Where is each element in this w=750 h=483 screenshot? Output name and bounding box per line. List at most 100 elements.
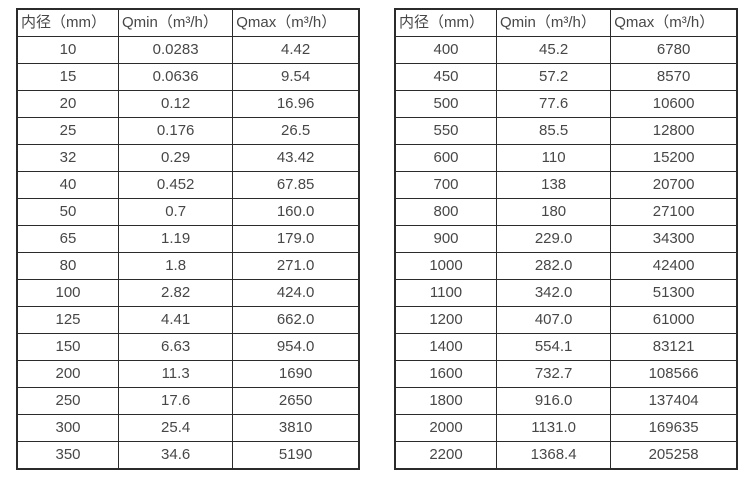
table-cell: 6.63 bbox=[118, 333, 234, 361]
table-row: 32 0.29 43.42 bbox=[16, 144, 360, 172]
table-cell: 1400 bbox=[394, 333, 498, 361]
table-cell: 32 bbox=[16, 144, 120, 172]
table-cell: 169635 bbox=[610, 414, 738, 442]
column-header: Qmin（m³/h） bbox=[496, 8, 612, 37]
table-cell: 45.2 bbox=[496, 36, 612, 64]
table-cell: 350 bbox=[16, 441, 120, 470]
table-cell: 110 bbox=[496, 144, 612, 172]
flow-table-small-diameters: 内径（mm） Qmin（m³/h） Qmax（m³/h） 10 0.0283 4.42 15… bbox=[16, 8, 360, 470]
header-row: 内径（mm） Qmin（m³/h） Qmax（m³/h） bbox=[394, 8, 738, 37]
table-cell: 85.5 bbox=[496, 117, 612, 145]
table-cell: 250 bbox=[16, 387, 120, 415]
table-cell: 1600 bbox=[394, 360, 498, 388]
table-cell: 15200 bbox=[610, 144, 738, 172]
table-cell: 108566 bbox=[610, 360, 738, 388]
table-cell: 27100 bbox=[610, 198, 738, 226]
table-row: 2200 1368.4 205258 bbox=[394, 441, 738, 470]
table-cell: 50 bbox=[16, 198, 120, 226]
table-cell: 83121 bbox=[610, 333, 738, 361]
table-cell: 10600 bbox=[610, 90, 738, 118]
table-cell: 11.3 bbox=[118, 360, 234, 388]
table-row: 20 0.12 16.96 bbox=[16, 90, 360, 118]
table-row: 150 6.63 954.0 bbox=[16, 333, 360, 361]
table-row: 65 1.19 179.0 bbox=[16, 225, 360, 253]
table-row: 1600 732.7 108566 bbox=[394, 360, 738, 388]
column-header: Qmin（m³/h） bbox=[118, 8, 234, 37]
table-cell: 400 bbox=[394, 36, 498, 64]
table-cell: 80 bbox=[16, 252, 120, 280]
table-cell: 10 bbox=[16, 36, 120, 64]
table-row: 50 0.7 160.0 bbox=[16, 198, 360, 226]
table-cell: 15 bbox=[16, 63, 120, 91]
table-cell: 12800 bbox=[610, 117, 738, 145]
table-row: 1800 916.0 137404 bbox=[394, 387, 738, 415]
table-cell: 61000 bbox=[610, 306, 738, 334]
table-cell: 0.29 bbox=[118, 144, 234, 172]
table-cell: 2.82 bbox=[118, 279, 234, 307]
table-cell: 732.7 bbox=[496, 360, 612, 388]
table-row: 1100 342.0 51300 bbox=[394, 279, 738, 307]
table-row: 500 77.6 10600 bbox=[394, 90, 738, 118]
table-cell: 700 bbox=[394, 171, 498, 199]
table-cell: 26.5 bbox=[232, 117, 360, 145]
table-cell: 20 bbox=[16, 90, 120, 118]
table-cell: 600 bbox=[394, 144, 498, 172]
table-cell: 5190 bbox=[232, 441, 360, 470]
flow-rate-tables: 内径（mm） Qmin（m³/h） Qmax（m³/h） 10 0.0283 4.42 15… bbox=[16, 8, 750, 470]
table-cell: 40 bbox=[16, 171, 120, 199]
table-cell: 125 bbox=[16, 306, 120, 334]
table-cell: 179.0 bbox=[232, 225, 360, 253]
table-row: 40 0.452 67.85 bbox=[16, 171, 360, 199]
table-cell: 42400 bbox=[610, 252, 738, 280]
header-row: 内径（mm） Qmin（m³/h） Qmax（m³/h） bbox=[16, 8, 360, 37]
table-cell: 1131.0 bbox=[496, 414, 612, 442]
table-cell: 205258 bbox=[610, 441, 738, 470]
table-cell: 67.85 bbox=[232, 171, 360, 199]
table-cell: 554.1 bbox=[496, 333, 612, 361]
table-cell: 57.2 bbox=[496, 63, 612, 91]
table-cell: 1.8 bbox=[118, 252, 234, 280]
table-cell: 550 bbox=[394, 117, 498, 145]
table-cell: 8570 bbox=[610, 63, 738, 91]
table-row: 80 1.8 271.0 bbox=[16, 252, 360, 280]
table-cell: 16.96 bbox=[232, 90, 360, 118]
table-row: 125 4.41 662.0 bbox=[16, 306, 360, 334]
table-cell: 150 bbox=[16, 333, 120, 361]
table-cell: 160.0 bbox=[232, 198, 360, 226]
table-cell: 0.12 bbox=[118, 90, 234, 118]
table-row: 1400 554.1 83121 bbox=[394, 333, 738, 361]
table-cell: 1.19 bbox=[118, 225, 234, 253]
table-cell: 342.0 bbox=[496, 279, 612, 307]
table-cell: 0.176 bbox=[118, 117, 234, 145]
table-cell: 43.42 bbox=[232, 144, 360, 172]
table-cell: 662.0 bbox=[232, 306, 360, 334]
table-row: 400 45.2 6780 bbox=[394, 36, 738, 64]
table-cell: 100 bbox=[16, 279, 120, 307]
table-cell: 0.0283 bbox=[118, 36, 234, 64]
table-row: 550 85.5 12800 bbox=[394, 117, 738, 145]
table-cell: 34300 bbox=[610, 225, 738, 253]
table-row: 250 17.6 2650 bbox=[16, 387, 360, 415]
table-cell: 300 bbox=[16, 414, 120, 442]
table-cell: 138 bbox=[496, 171, 612, 199]
table-cell: 1800 bbox=[394, 387, 498, 415]
table-cell: 77.6 bbox=[496, 90, 612, 118]
table-row: 2000 1131.0 169635 bbox=[394, 414, 738, 442]
table-cell: 20700 bbox=[610, 171, 738, 199]
table-row: 800 180 27100 bbox=[394, 198, 738, 226]
table-cell: 9.54 bbox=[232, 63, 360, 91]
table-row: 450 57.2 8570 bbox=[394, 63, 738, 91]
table-cell: 65 bbox=[16, 225, 120, 253]
table-row: 200 11.3 1690 bbox=[16, 360, 360, 388]
table-cell: 0.7 bbox=[118, 198, 234, 226]
table-row: 15 0.0636 9.54 bbox=[16, 63, 360, 91]
table-cell: 1690 bbox=[232, 360, 360, 388]
table-cell: 2000 bbox=[394, 414, 498, 442]
table-cell: 1368.4 bbox=[496, 441, 612, 470]
table-cell: 900 bbox=[394, 225, 498, 253]
table-cell: 1100 bbox=[394, 279, 498, 307]
table-cell: 25.4 bbox=[118, 414, 234, 442]
table-row: 300 25.4 3810 bbox=[16, 414, 360, 442]
column-header: Qmax（m³/h） bbox=[232, 8, 360, 37]
